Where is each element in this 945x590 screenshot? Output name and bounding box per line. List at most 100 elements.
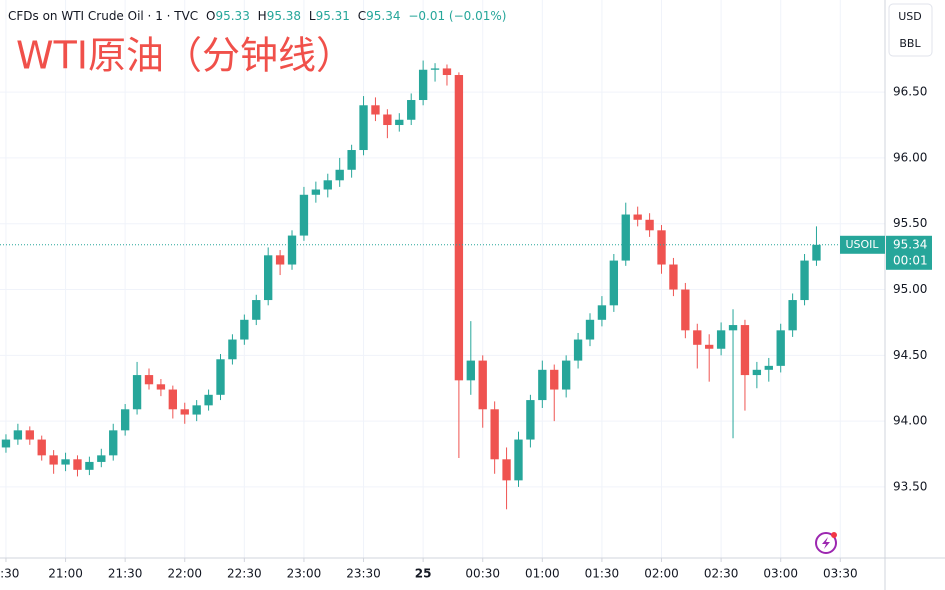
candle-body (323, 180, 332, 190)
grid (0, 0, 885, 558)
candle-body (526, 400, 535, 440)
candle-body (61, 459, 70, 465)
candle-body (13, 430, 23, 440)
candle-body (37, 439, 46, 456)
candle-body (585, 319, 595, 340)
x-tick-label: 23:30 (346, 567, 381, 581)
candle-body (395, 119, 404, 126)
candle-body (359, 105, 368, 151)
candle-body (561, 360, 571, 390)
candle-body (109, 430, 118, 456)
x-tick-label: 0:30 (0, 567, 19, 581)
y-tick-label: 94.50 (893, 348, 927, 362)
candle-body (299, 194, 309, 236)
candle-body (597, 305, 607, 320)
candle-body (740, 325, 750, 376)
candle-body (25, 430, 34, 440)
x-tick-label: 03:30 (823, 567, 858, 581)
y-tick-label: 95.00 (893, 282, 927, 296)
candle-body (407, 100, 416, 120)
y-tick-label: 96.50 (893, 85, 927, 99)
candle-body (204, 394, 213, 406)
x-tick-label: 02:30 (704, 567, 739, 581)
y-tick-label: 93.50 (893, 479, 927, 493)
close-value: 95.34 (366, 9, 400, 23)
x-tick-label: 22:30 (227, 567, 262, 581)
candle-body (478, 360, 487, 410)
candle-body (418, 69, 428, 101)
candle-body (454, 75, 464, 381)
candle-body (132, 375, 142, 410)
candle-body (621, 214, 630, 261)
candle-body (728, 325, 738, 331)
candle-body (657, 230, 666, 265)
low-value: 95.31 (316, 9, 350, 23)
candle-body (49, 455, 58, 465)
logo-ring (815, 532, 837, 554)
candle-body (228, 339, 237, 360)
candle-body (335, 169, 344, 181)
open-label: O (206, 9, 215, 23)
x-tick-label: 22:00 (167, 567, 202, 581)
candle-body (252, 300, 261, 320)
x-tick-label: 02:00 (644, 567, 679, 581)
candle-body (371, 105, 380, 115)
candle-body (538, 369, 547, 401)
ticker: USOIL (845, 238, 879, 251)
candle-body (788, 300, 797, 331)
candle-body (168, 389, 177, 410)
candle-body (287, 235, 297, 265)
candle-body (85, 461, 94, 470)
candle-body (550, 369, 559, 390)
x-tick-label: 03:00 (763, 567, 798, 581)
candle-body (645, 219, 654, 231)
candle-body (800, 260, 809, 301)
currency[interactable]: USD (898, 10, 922, 23)
close-label: C (358, 9, 366, 23)
logo-dot (831, 532, 837, 538)
low-label: L (309, 9, 316, 23)
candle-body (812, 244, 821, 261)
candle-body (705, 344, 714, 349)
countdown: 00:01 (893, 253, 928, 267)
change: −0.01 (−0.01%) (408, 9, 506, 23)
candle-body (573, 339, 583, 361)
x-tick-label: 01:00 (525, 567, 560, 581)
open-value: 95.33 (215, 9, 249, 23)
x-tick-label: 21:00 (48, 567, 83, 581)
candle-body (383, 114, 392, 126)
candle-body (681, 289, 690, 331)
candle-body (609, 260, 619, 306)
candle-body (216, 359, 225, 395)
unit-box[interactable] (888, 3, 933, 57)
candle-body (669, 264, 678, 290)
price-tag-value: 95.34 (893, 237, 927, 251)
candle-body (693, 330, 702, 345)
axes: 93.50 94.00 94.50 95.00 95.50 96.00 96.50 0:30 2… (0, 85, 932, 581)
candle-body (144, 375, 154, 385)
ticker-tag (840, 235, 885, 254)
unit[interactable]: BBL (899, 37, 921, 50)
y-tick-label: 94.00 (893, 414, 927, 428)
candle-body (156, 384, 166, 390)
candle-body (442, 68, 452, 76)
candle-body (514, 439, 523, 481)
candles (0, 60, 885, 510)
price-tag (886, 235, 932, 270)
candle-body (275, 255, 285, 265)
candle-body (633, 214, 642, 220)
candle-body (240, 319, 249, 340)
chart-title: WTI原油（分钟线） (16, 34, 354, 78)
candle-body (264, 255, 273, 301)
logo-bolt (822, 537, 830, 549)
high-value: 95.38 (267, 9, 301, 23)
candle-body (192, 405, 201, 415)
candle-body (1, 439, 11, 448)
x-tick-label: 23:00 (287, 567, 322, 581)
y-tick-label: 95.50 (893, 216, 927, 230)
candle-body (466, 360, 475, 381)
legend-header: CFDs on WTI Crude Oil · 1 · TVC O95.33 H… (8, 9, 506, 23)
symbol: CFDs on WTI Crude Oil · 1 · TVC (8, 9, 198, 23)
